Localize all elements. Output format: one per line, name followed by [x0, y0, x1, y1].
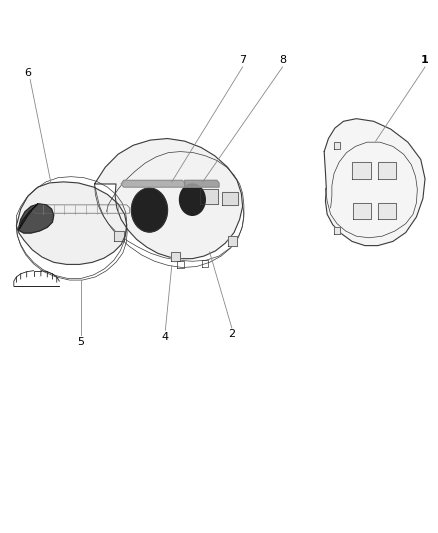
- Polygon shape: [18, 204, 54, 233]
- Polygon shape: [185, 180, 219, 187]
- Polygon shape: [95, 139, 243, 259]
- Polygon shape: [324, 119, 425, 246]
- Polygon shape: [114, 231, 124, 241]
- Text: 5: 5: [77, 337, 84, 347]
- Text: 1: 1: [421, 55, 429, 65]
- Polygon shape: [334, 228, 340, 234]
- Polygon shape: [378, 162, 396, 179]
- Polygon shape: [352, 162, 371, 179]
- Text: 2: 2: [228, 329, 236, 340]
- Polygon shape: [121, 180, 185, 187]
- Circle shape: [180, 184, 205, 215]
- Polygon shape: [378, 203, 396, 220]
- Text: 7: 7: [239, 55, 246, 65]
- Text: 6: 6: [25, 68, 32, 78]
- Polygon shape: [19, 204, 38, 229]
- Polygon shape: [200, 189, 218, 204]
- Polygon shape: [353, 203, 371, 220]
- Circle shape: [131, 188, 167, 232]
- Polygon shape: [16, 182, 127, 264]
- Polygon shape: [223, 192, 238, 205]
- Text: 8: 8: [279, 55, 286, 65]
- Polygon shape: [171, 252, 180, 261]
- Text: 4: 4: [162, 332, 169, 342]
- Polygon shape: [228, 236, 237, 246]
- Polygon shape: [334, 142, 340, 149]
